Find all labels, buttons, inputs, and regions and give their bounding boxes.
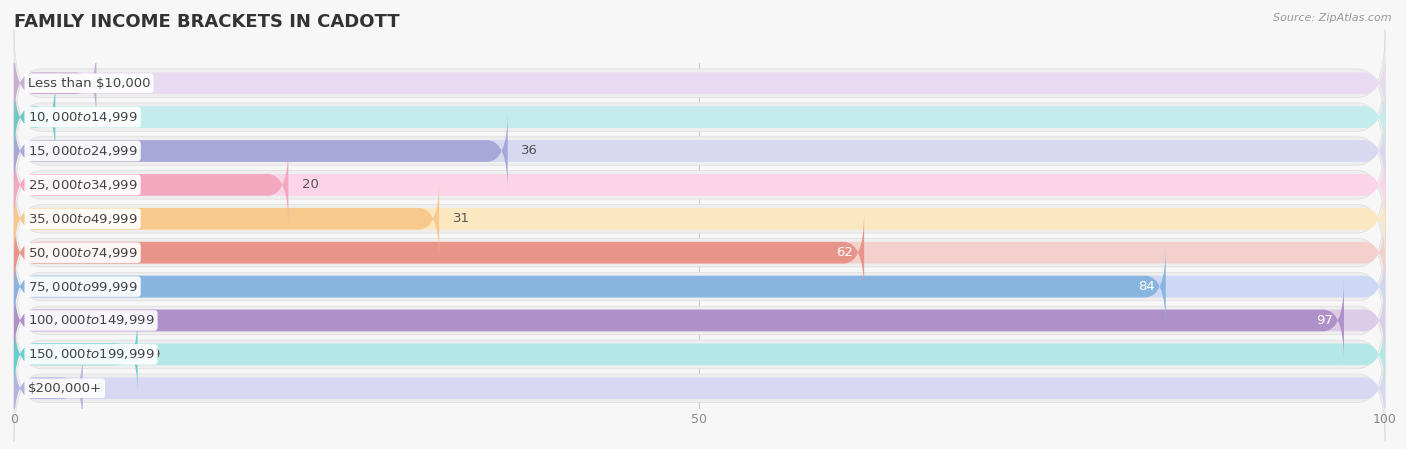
Text: $75,000 to $99,999: $75,000 to $99,999: [28, 280, 138, 294]
FancyBboxPatch shape: [14, 145, 1385, 225]
Text: Source: ZipAtlas.com: Source: ZipAtlas.com: [1274, 13, 1392, 23]
FancyBboxPatch shape: [14, 179, 1385, 259]
Text: $200,000+: $200,000+: [28, 382, 101, 395]
FancyBboxPatch shape: [14, 77, 55, 157]
Text: $15,000 to $24,999: $15,000 to $24,999: [28, 144, 138, 158]
Text: $150,000 to $199,999: $150,000 to $199,999: [28, 348, 155, 361]
Text: $35,000 to $49,999: $35,000 to $49,999: [28, 212, 138, 226]
Text: 31: 31: [453, 212, 470, 225]
FancyBboxPatch shape: [14, 281, 1344, 361]
Text: 84: 84: [1137, 280, 1154, 293]
FancyBboxPatch shape: [14, 213, 1385, 293]
FancyBboxPatch shape: [14, 348, 1385, 428]
Text: 20: 20: [302, 178, 319, 191]
Text: 62: 62: [837, 246, 853, 259]
FancyBboxPatch shape: [14, 43, 1385, 123]
FancyBboxPatch shape: [14, 97, 1385, 205]
FancyBboxPatch shape: [14, 77, 1385, 157]
FancyBboxPatch shape: [14, 43, 97, 123]
Text: 9: 9: [152, 348, 159, 361]
Text: Less than $10,000: Less than $10,000: [28, 77, 150, 90]
FancyBboxPatch shape: [14, 165, 1385, 273]
FancyBboxPatch shape: [14, 131, 1385, 238]
FancyBboxPatch shape: [14, 199, 1385, 306]
Text: $50,000 to $74,999: $50,000 to $74,999: [28, 246, 138, 260]
Text: $100,000 to $149,999: $100,000 to $149,999: [28, 313, 155, 327]
FancyBboxPatch shape: [14, 179, 439, 259]
Text: $25,000 to $34,999: $25,000 to $34,999: [28, 178, 138, 192]
FancyBboxPatch shape: [14, 348, 83, 428]
FancyBboxPatch shape: [14, 267, 1385, 374]
Text: 5: 5: [96, 382, 105, 395]
Text: 6: 6: [110, 77, 118, 90]
FancyBboxPatch shape: [14, 314, 1385, 394]
Text: $10,000 to $14,999: $10,000 to $14,999: [28, 110, 138, 124]
FancyBboxPatch shape: [14, 233, 1385, 340]
Text: 3: 3: [69, 110, 77, 123]
FancyBboxPatch shape: [14, 145, 288, 225]
FancyBboxPatch shape: [14, 335, 1385, 442]
FancyBboxPatch shape: [14, 111, 508, 191]
Text: 36: 36: [522, 145, 538, 158]
Text: FAMILY INCOME BRACKETS IN CADOTT: FAMILY INCOME BRACKETS IN CADOTT: [14, 13, 399, 31]
FancyBboxPatch shape: [14, 281, 1385, 361]
FancyBboxPatch shape: [14, 213, 865, 293]
FancyBboxPatch shape: [14, 247, 1166, 326]
FancyBboxPatch shape: [14, 247, 1385, 326]
FancyBboxPatch shape: [14, 30, 1385, 137]
FancyBboxPatch shape: [14, 64, 1385, 171]
FancyBboxPatch shape: [14, 301, 1385, 408]
Text: 97: 97: [1316, 314, 1333, 327]
FancyBboxPatch shape: [14, 111, 1385, 191]
FancyBboxPatch shape: [14, 314, 138, 394]
